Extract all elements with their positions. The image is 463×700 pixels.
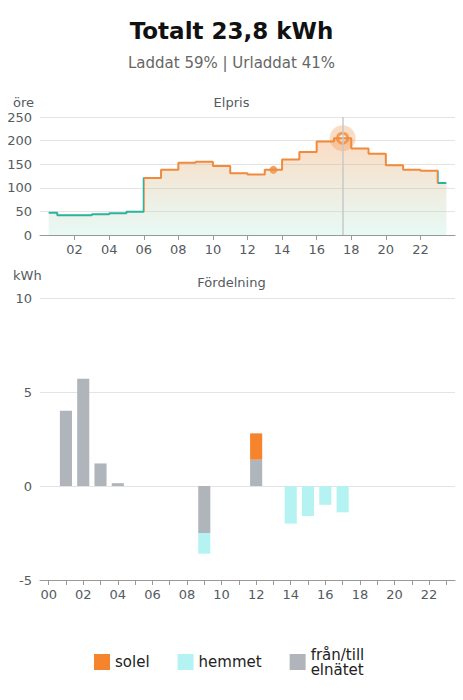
svg-text:0: 0 [24,479,32,494]
svg-text:04: 04 [101,242,118,257]
svg-text:18: 18 [352,587,369,602]
svg-text:från/till: från/till [310,645,369,664]
svg-text:22: 22 [412,242,429,257]
svg-text:02: 02 [75,587,92,602]
svg-text:-5: -5 [19,573,32,588]
svg-text:20: 20 [378,242,395,257]
svg-text:06: 06 [144,587,161,602]
svg-text:14: 14 [274,242,291,257]
svg-text:10: 10 [15,291,32,306]
svg-text:5: 5 [24,385,32,400]
svg-text:16: 16 [317,587,334,602]
svg-text:20: 20 [386,587,403,602]
svg-text:öre: öre [13,95,34,110]
svg-text:12: 12 [248,587,265,602]
svg-text:Elpris: Elpris [214,95,250,110]
svg-text:100: 100 [7,180,32,195]
svg-text:elnätet: elnätet [311,661,364,679]
svg-text:0: 0 [24,228,32,243]
svg-text:150: 150 [7,157,32,172]
svg-text:Fördelning: Fördelning [197,275,265,290]
svg-text:Totalt 23,8 kWh: Totalt 23,8 kWh [130,18,334,44]
svg-text:Laddat 59% | Urladdat 41%: Laddat 59% | Urladdat 41% [128,54,335,72]
svg-text:02: 02 [66,242,83,257]
svg-text:18: 18 [343,242,360,257]
svg-text:08: 08 [179,587,196,602]
svg-text:50: 50 [15,204,32,219]
svg-text:00: 00 [40,587,57,602]
svg-text:08: 08 [170,242,187,257]
svg-text:200: 200 [7,133,32,148]
svg-text:10: 10 [205,242,222,257]
svg-text:solel: solel [115,653,150,671]
svg-text:250: 250 [7,110,32,125]
svg-text:04: 04 [110,587,127,602]
svg-text:06: 06 [135,242,152,257]
svg-text:hemmet: hemmet [199,653,262,671]
svg-text:10: 10 [213,587,230,602]
svg-text:16: 16 [308,242,325,257]
svg-text:14: 14 [282,587,299,602]
svg-text:kWh: kWh [13,268,42,283]
svg-text:22: 22 [421,587,438,602]
svg-text:12: 12 [239,242,256,257]
